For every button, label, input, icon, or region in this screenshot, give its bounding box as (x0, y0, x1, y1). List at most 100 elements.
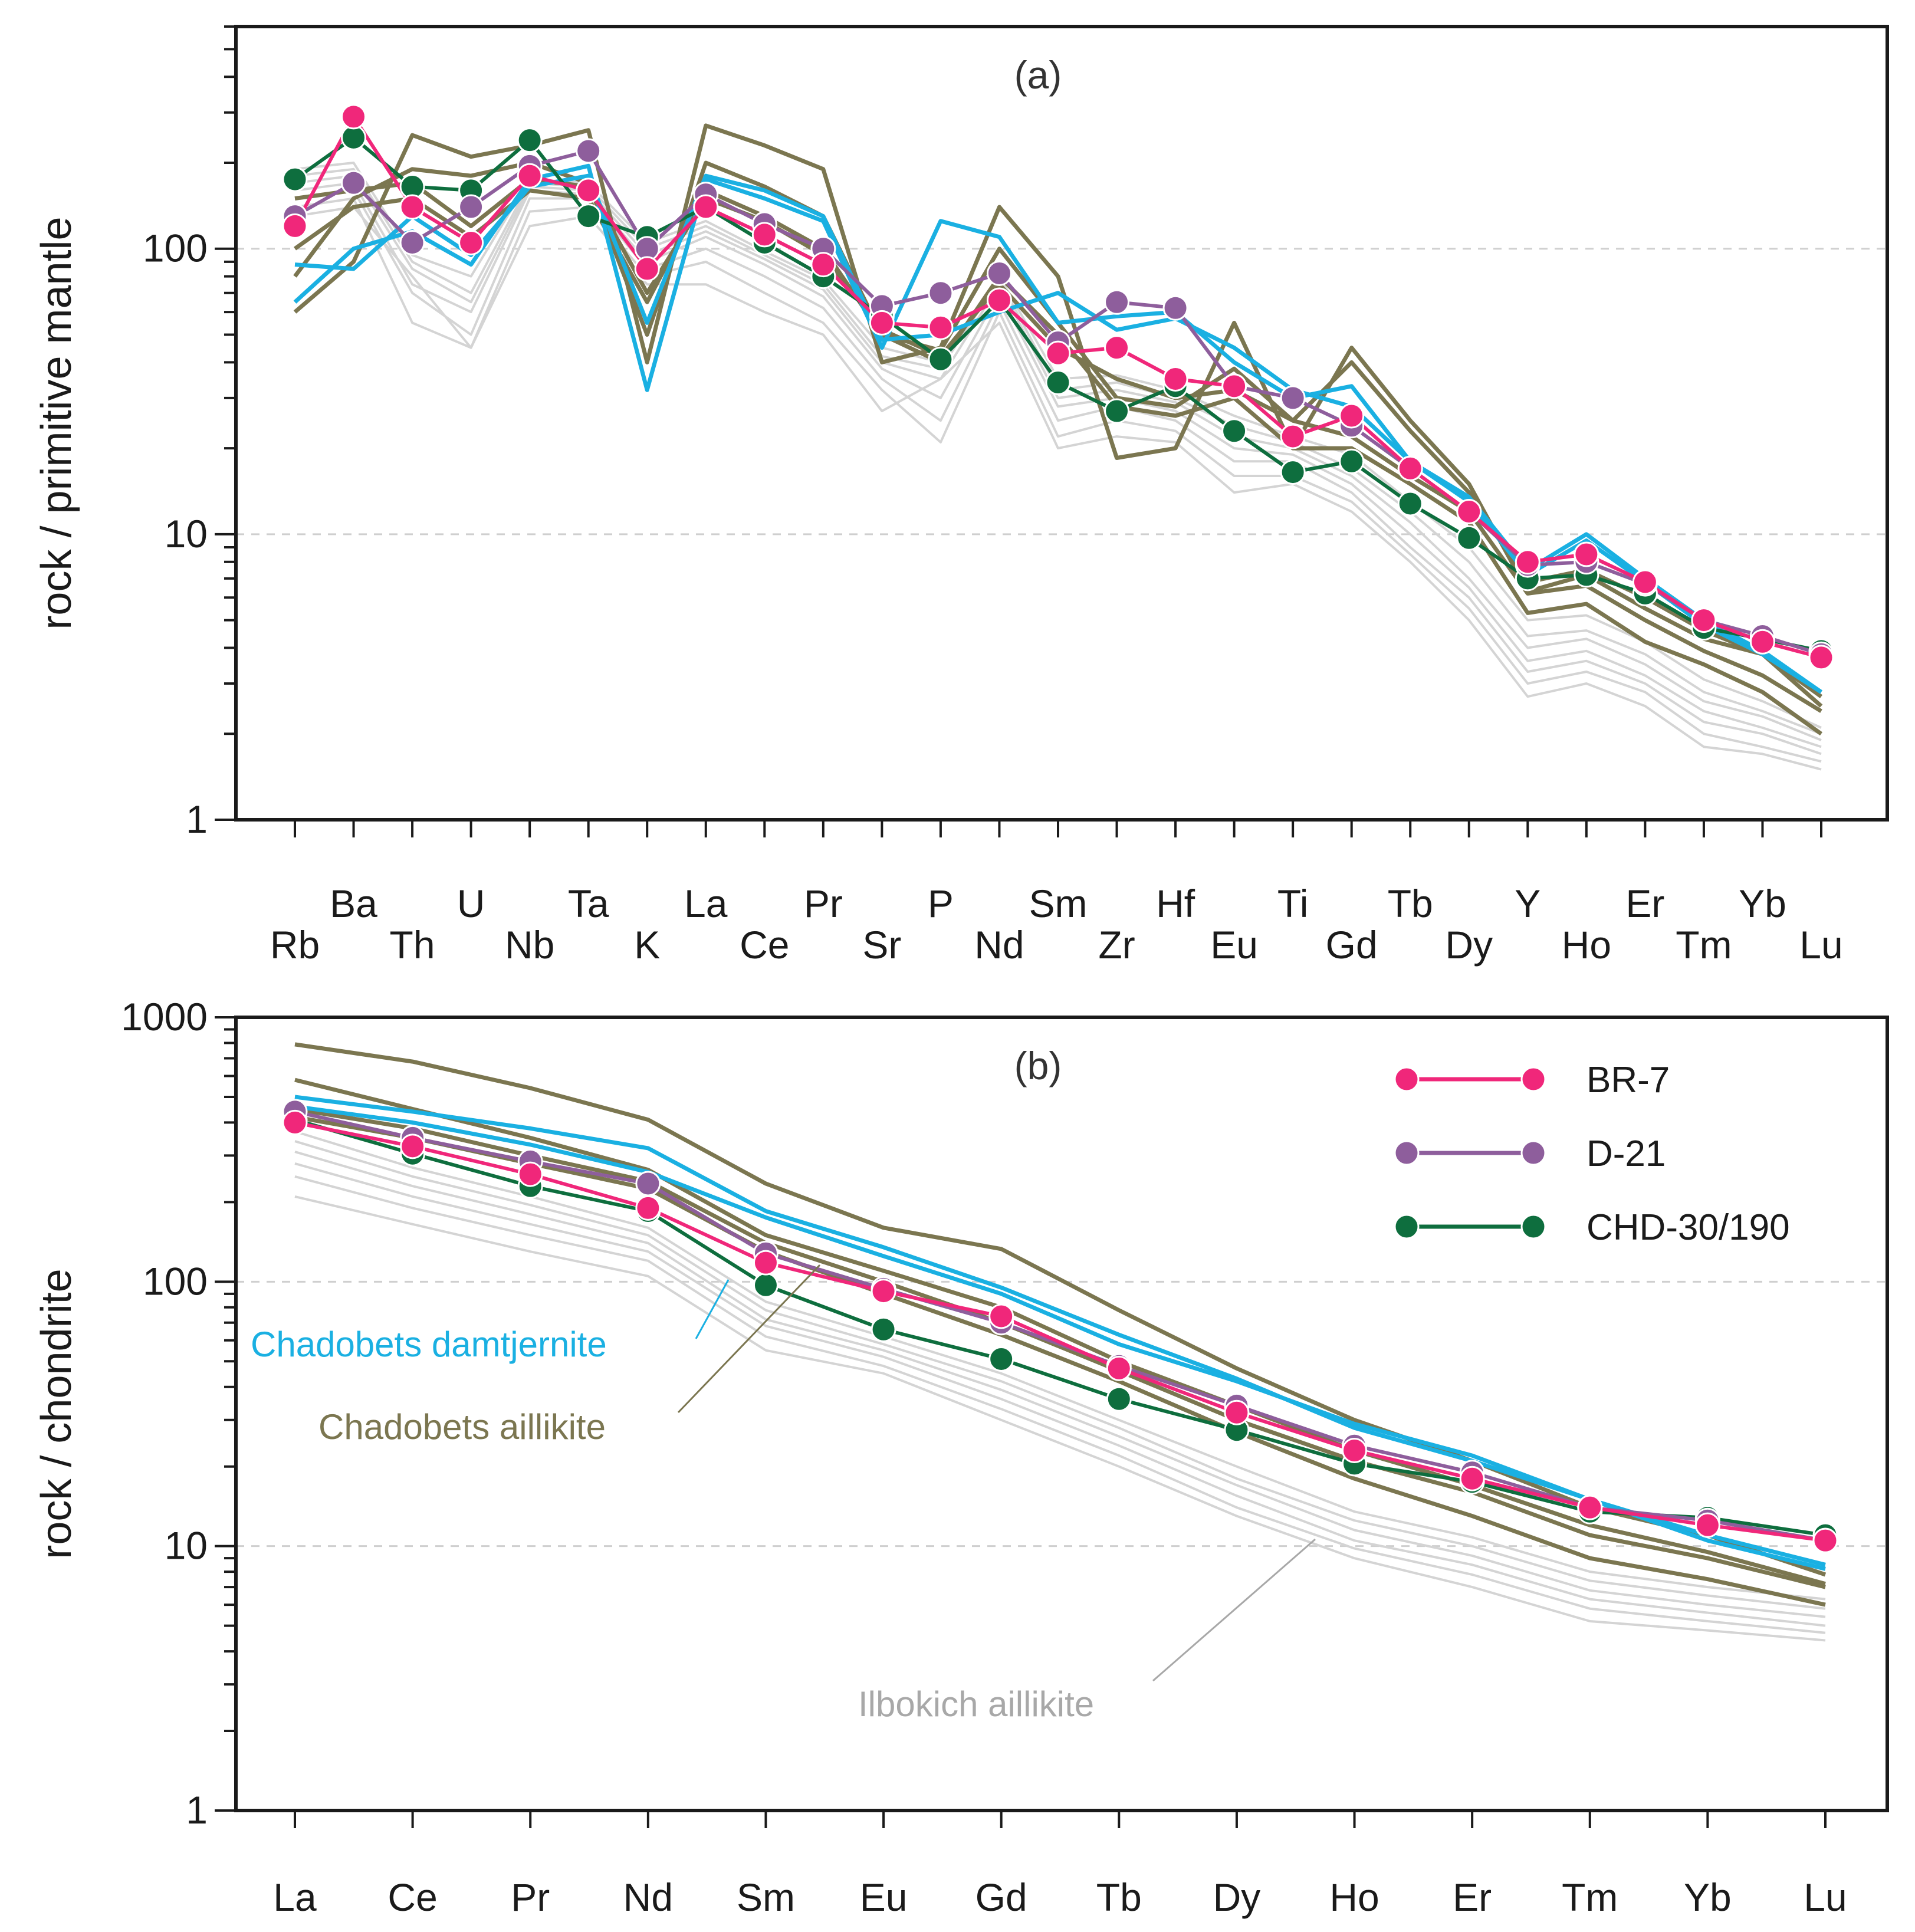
data-point-br7 (986, 287, 1012, 313)
data-point-chd (1045, 370, 1071, 396)
data-point-br7 (753, 1250, 779, 1276)
data-point-br7 (869, 310, 895, 336)
legend-label: BR-7 (1586, 1060, 1670, 1100)
series-line-ilbokich (294, 175, 1822, 741)
series-line-aillikite (294, 1077, 1826, 1586)
series-line-aillikite (294, 1042, 1827, 1577)
series-line-ilbokich (294, 189, 1822, 755)
series-line-aillikite (293, 123, 1823, 699)
series-line-aillikite (294, 177, 1822, 713)
x-tick-label: Ta (568, 882, 609, 925)
x-tick-label: Ba (330, 882, 377, 925)
x-tick-label: U (457, 882, 485, 925)
data-point-br7 (634, 256, 660, 282)
x-tick-label: Tb (1096, 1875, 1142, 1919)
annotation-leader (677, 1264, 821, 1414)
x-tick-label: Tm (1562, 1875, 1618, 1919)
data-point-br7 (1397, 455, 1423, 481)
data-point-d21 (576, 138, 602, 164)
x-tick-label: La (684, 882, 728, 925)
x-tick-label: Yb (1684, 1875, 1732, 1919)
x-tick-label: Lu (1804, 1875, 1847, 1919)
series-line-ilbokich (294, 1151, 1826, 1618)
x-tick-label: La (273, 1875, 317, 1919)
x-tick-label: Th (390, 923, 435, 967)
data-point-br7 (635, 1195, 661, 1221)
y-tick-label: 10 (165, 512, 208, 556)
y-tick-label: 1000 (121, 995, 208, 1039)
data-point-br7 (751, 222, 777, 248)
x-tick-label: Lu (1799, 923, 1842, 967)
legend-label: CHD-30/190 (1586, 1207, 1790, 1248)
legend-label: D-21 (1586, 1133, 1666, 1174)
x-tick-label: Pr (804, 882, 843, 925)
x-tick-label: Rb (270, 923, 320, 967)
series-line-ilbokich (294, 206, 1822, 771)
x-tick-label: Ce (740, 923, 789, 967)
data-point-br7 (282, 1109, 308, 1135)
data-point-br7 (871, 1279, 896, 1305)
series-line-aillikite (294, 1115, 1826, 1607)
series-line-ilbokich (294, 167, 1822, 735)
x-tick-label: Er (1453, 1875, 1492, 1919)
series-line-ilbokich (294, 162, 1822, 729)
legend-marker (1394, 1066, 1420, 1092)
data-point-br7 (282, 213, 308, 239)
data-point-br7 (1515, 549, 1540, 575)
data-point-chd (1397, 491, 1423, 517)
x-tick-label: Yb (1739, 882, 1786, 925)
x-tick-label: Zr (1098, 923, 1135, 967)
x-tick-label: Eu (1210, 923, 1258, 967)
data-point-br7 (1749, 629, 1775, 655)
x-tick-label: Ho (1329, 1875, 1379, 1919)
data-point-br7 (1577, 1494, 1603, 1520)
data-point-chd (517, 127, 543, 153)
data-point-d21 (399, 229, 425, 255)
legend-marker (1520, 1214, 1546, 1240)
plot-frame (234, 1016, 1889, 1812)
data-point-br7 (928, 314, 954, 340)
data-point-br7 (1459, 1466, 1485, 1491)
legend-marker (1520, 1066, 1546, 1092)
data-point-br7 (1574, 541, 1599, 567)
data-point-d21 (341, 170, 367, 196)
chart-panel-b: 1 10 100 1000 rock / chondrite La Ce Pr Nd Sm Eu Gd… (33, 995, 1889, 1919)
data-point-br7 (576, 178, 602, 203)
y-tick-label: 100 (143, 1259, 208, 1303)
data-point-chd (1456, 525, 1482, 551)
x-tick-label: Tb (1388, 882, 1433, 925)
y-axis-title: rock / chondrite (33, 1269, 80, 1559)
data-point-br7 (1106, 1355, 1132, 1381)
data-point-br7 (1694, 1512, 1720, 1538)
x-tick-label: Nd (974, 923, 1024, 967)
x-tick-label: Er (1625, 882, 1664, 925)
data-point-br7 (1104, 335, 1130, 361)
data-point-br7 (517, 1161, 543, 1187)
annotation-label: Chadobets aillikite (318, 1407, 606, 1447)
data-point-br7 (1456, 499, 1482, 525)
data-point-chd (753, 1272, 779, 1298)
data-point-d21 (635, 1171, 661, 1197)
data-point-br7 (517, 163, 543, 189)
data-point-chd (928, 346, 954, 372)
data-point-d21 (986, 260, 1012, 286)
x-tick-label: Y (1515, 882, 1540, 925)
series-line-ilbokich (294, 1130, 1826, 1601)
data-point-br7 (988, 1303, 1014, 1329)
series-line-damtjernite (294, 173, 1823, 694)
series-line-damtjernite (293, 163, 1822, 694)
legend-marker (1520, 1140, 1546, 1166)
series-line-ilbokich (294, 1175, 1826, 1634)
data-point-br7 (1280, 423, 1306, 449)
data-point-br7 (693, 194, 719, 220)
y-tick-label: 1 (186, 1788, 208, 1832)
annotation-leader (1152, 1538, 1316, 1682)
data-point-chd (1104, 398, 1130, 424)
x-tick-label: Tm (1676, 923, 1732, 967)
data-point-d21 (1280, 385, 1306, 411)
data-point-chd (282, 166, 308, 192)
series-line-aillikite (294, 1107, 1826, 1589)
data-point-br7 (1045, 340, 1071, 366)
data-point-d21 (1162, 295, 1188, 321)
